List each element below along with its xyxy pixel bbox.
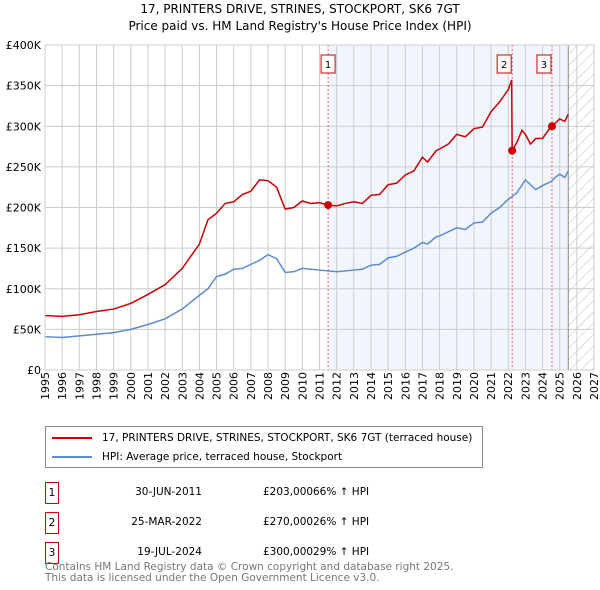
x-tick-label: 1999	[108, 372, 121, 400]
x-tick-label: 2004	[193, 372, 206, 400]
sale-row: 2 25-MAR-2022 £270,000 26% ↑ HPI	[45, 512, 545, 534]
legend-item-property: 17, PRINTERS DRIVE, STRINES, STOCKPORT, …	[52, 429, 472, 447]
x-tick-label: 2025	[554, 372, 567, 400]
x-tick-label: 2022	[502, 372, 515, 400]
chart-subtitle: Price paid vs. HM Land Registry's House …	[128, 19, 472, 33]
sale-price: £203,000	[263, 486, 314, 498]
legend-label: 17, PRINTERS DRIVE, STRINES, STOCKPORT, …	[102, 432, 473, 444]
x-tick-label: 2007	[245, 372, 258, 400]
x-tick-label: 2013	[348, 372, 361, 400]
x-tick-label: 2019	[451, 372, 464, 400]
x-tick-label: 2016	[399, 372, 412, 400]
footer-line: This data is licensed under the Open Gov…	[45, 572, 380, 584]
x-tick-label: 2021	[485, 372, 498, 400]
x-tick-label: 2024	[537, 372, 550, 400]
series-line	[44, 170, 569, 339]
x-tick-label: 2005	[211, 372, 224, 400]
sale-hpi-change: 26% ↑ HPI	[313, 516, 370, 528]
sale-number-badge: 1	[45, 482, 59, 504]
legend-swatch-red	[52, 437, 92, 439]
x-tick-label: 2000	[125, 372, 138, 400]
x-tick-label: 2017	[416, 372, 429, 400]
legend-swatch-blue	[52, 456, 92, 458]
x-tick-label: 2018	[434, 372, 447, 400]
y-tick-label: £150K	[6, 242, 42, 255]
y-tick-label: £300K	[6, 120, 42, 133]
plot-area: 1995 1996 1997 1998 1999 2000 2001 2002 2003 2004…	[6, 39, 600, 400]
y-tick-label: £400K	[6, 39, 42, 52]
x-tick-label: 1998	[90, 372, 103, 400]
x-tick-label: 2001	[142, 372, 155, 400]
x-tick-label: 2023	[519, 372, 532, 400]
sale-number-badge: 2	[45, 512, 59, 534]
sale-label-box	[496, 54, 512, 74]
x-tick-label: 2009	[279, 372, 292, 400]
y-tick-label: £0	[27, 364, 41, 377]
x-tick-label: 2020	[468, 372, 481, 400]
sale-hpi-change: 66% ↑ HPI	[313, 486, 370, 498]
sale-date: 19-JUL-2024	[137, 546, 202, 558]
y-tick-label: £100K	[6, 283, 42, 296]
y-tick-label: £200K	[6, 202, 42, 215]
chart-title: 17, PRINTERS DRIVE, STRINES, STOCKPORT, …	[140, 2, 460, 16]
sale-date: 25-MAR-2022	[131, 516, 202, 528]
x-tick-label: 2002	[159, 372, 172, 400]
plot-border	[44, 44, 595, 371]
x-tick-label: 1996	[56, 372, 69, 400]
sale-point	[547, 122, 556, 131]
legend-item-hpi: HPI: Average price, terraced house, Stoc…	[52, 448, 342, 466]
series-line	[44, 79, 569, 318]
sale-row: 1 30-JUN-2011 £203,000 66% ↑ HPI	[45, 482, 545, 504]
x-tick-label: 2015	[382, 372, 395, 400]
x-tick-label: 2006	[228, 372, 241, 400]
footer-text: Contains HM Land Registry data © Crown c…	[45, 562, 453, 584]
y-tick-label: £50K	[13, 323, 42, 336]
sale-label: 2	[501, 60, 507, 71]
sale-price: £270,000	[263, 516, 314, 528]
sale-number-badge: 3	[45, 542, 59, 564]
sale-label-box	[320, 54, 336, 74]
x-tick-label: 2014	[365, 372, 378, 400]
x-tick-label: 2027	[588, 372, 600, 400]
x-tick-label: 2026	[571, 372, 584, 400]
y-tick-label: £350K	[6, 80, 42, 93]
footer-line: Contains HM Land Registry data © Crown c…	[45, 561, 454, 573]
sale-row: 3 19-JUL-2024 £300,000 29% ↑ HPI	[45, 542, 545, 564]
sale-label: 3	[541, 60, 547, 71]
x-tick-label: 1997	[73, 372, 86, 400]
sale-point	[324, 201, 333, 210]
x-tick-label: 2003	[176, 372, 189, 400]
sale-hpi-change: 29% ↑ HPI	[313, 546, 370, 558]
x-tick-label: 2012	[331, 372, 344, 400]
x-tick-label: 1995	[39, 372, 52, 400]
legend-label: HPI: Average price, terraced house, Stoc…	[102, 451, 343, 463]
legend: 17, PRINTERS DRIVE, STRINES, STOCKPORT, …	[45, 426, 483, 468]
sale-label-box	[536, 54, 552, 74]
x-tick-label: 2010	[296, 372, 309, 400]
x-tick-label: 2008	[262, 372, 275, 400]
y-tick-label: £250K	[6, 161, 42, 174]
sale-price: £300,000	[263, 546, 314, 558]
sale-label: 1	[325, 60, 331, 71]
sale-date: 30-JUN-2011	[135, 486, 202, 498]
x-tick-label: 2011	[314, 372, 327, 400]
sale-point	[508, 146, 517, 155]
